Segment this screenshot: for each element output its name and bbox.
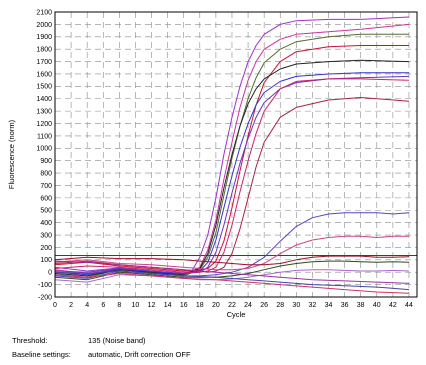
x-tick-label: 22 [228, 302, 236, 309]
x-tick-label: 34 [325, 302, 333, 309]
x-tick-labels: 0 2 4 6 8 10 12 14 16 18 20 22 24 26 28 30 32 34 36 38 40 42 4… [53, 302, 413, 309]
series-line-11 [54, 235, 409, 271]
y-tick-label: 800 [40, 170, 52, 177]
x-axis-label: Cycle [227, 310, 246, 319]
x-tick-label: 30 [292, 302, 300, 309]
amplification-chart: -200-10001002003004005006007008009001000… [7, 9, 418, 319]
x-tick-label: 36 [341, 302, 349, 309]
x-tick-label: 16 [180, 302, 188, 309]
series-line-16 [54, 273, 410, 294]
series-line-4 [54, 45, 409, 272]
y-tick-label: 400 [40, 220, 52, 227]
y-tick-label: 300 [40, 232, 52, 239]
x-tick-label: 42 [389, 302, 397, 309]
y-axis-label: Fluorescence (norm) [7, 119, 16, 189]
x-tick-label: 38 [357, 302, 365, 309]
series-line-8 [54, 78, 410, 273]
y-tick-label: 1900 [36, 34, 52, 41]
threshold-value: 135 (Noise band) [88, 336, 146, 345]
x-tick-label: 0 [53, 302, 57, 309]
y-tick-label: 600 [40, 195, 52, 202]
x-tick-label: 8 [117, 302, 121, 309]
series-line-3 [54, 33, 409, 278]
series-line-6 [54, 72, 409, 276]
y-tick-label: 1200 [36, 121, 52, 128]
x-tick-label: 28 [276, 302, 284, 309]
y-tick-label: 0 [48, 270, 52, 277]
y-tick-label: 700 [40, 183, 52, 190]
x-tick-label: 20 [212, 302, 220, 309]
y-tick-label: 200 [40, 245, 52, 252]
y-tick-label: 100 [40, 257, 52, 264]
series-group [54, 16, 410, 294]
x-tick-label: 6 [101, 302, 105, 309]
y-tick-labels: -200 -100 0 100 200 300 400 500 600 700 800 900 1000… [36, 9, 52, 301]
series-line-15 [54, 270, 410, 291]
y-tick-label: 1000 [36, 146, 52, 153]
grid [54, 11, 417, 298]
y-tick-label: 900 [40, 158, 52, 165]
baseline-label: Baseline settings: [12, 350, 71, 359]
series-line-13 [54, 260, 410, 281]
y-tick-label: 2100 [36, 9, 52, 16]
x-tick-label: 12 [148, 302, 156, 309]
y-tick-label: -100 [38, 282, 52, 289]
y-tick-label: 1600 [36, 71, 52, 78]
series-line-12 [54, 255, 410, 266]
y-tick-label: 1400 [36, 96, 52, 103]
plot-frame [54, 11, 418, 298]
x-tick-label: 24 [244, 302, 252, 309]
y-tick-label: 1500 [36, 84, 52, 91]
y-tick-label: 500 [40, 208, 52, 215]
x-tick-label: 40 [373, 302, 381, 309]
y-tick-label: 2000 [36, 22, 52, 29]
x-tick-label: 4 [85, 302, 89, 309]
y-tick-label: 1700 [36, 59, 52, 66]
x-tick-label: 2 [69, 302, 73, 309]
x-tick-label: 44 [405, 302, 413, 309]
series-line-7 [54, 75, 410, 274]
x-tick-label: 32 [309, 302, 317, 309]
series-line-5 [54, 59, 410, 277]
threshold-label: Threshold: [12, 336, 48, 345]
x-tick-label: 14 [164, 302, 172, 309]
x-tick-label: 18 [196, 302, 204, 309]
series-line-17 [54, 260, 410, 284]
x-tick-label: 26 [260, 302, 268, 309]
y-tick-label: 1100 [37, 133, 52, 140]
baseline-value: automatic, Drift correction OFF [88, 350, 191, 359]
y-tick-label: 1300 [36, 109, 52, 116]
y-tick-label: -200 [38, 294, 52, 301]
y-tick-label: 1800 [36, 47, 52, 54]
x-tick-label: 10 [132, 302, 140, 309]
